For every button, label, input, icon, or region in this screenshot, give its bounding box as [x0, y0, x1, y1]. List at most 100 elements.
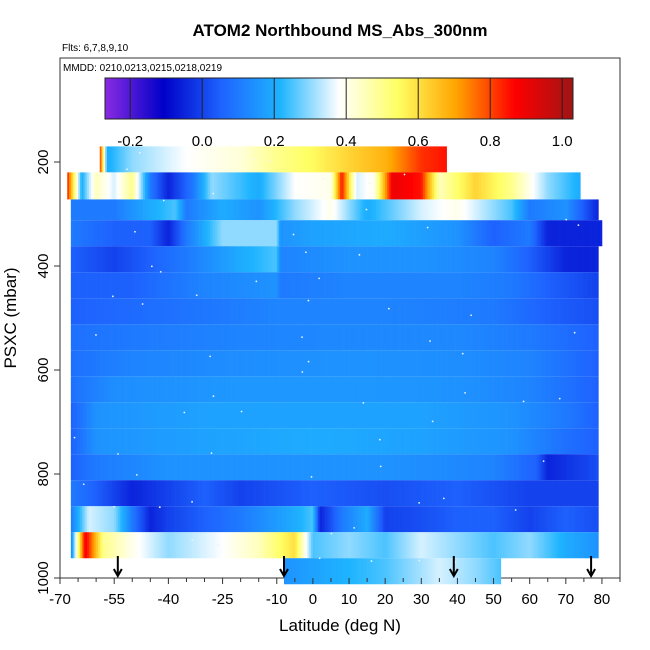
heatmap-cell — [94, 506, 97, 533]
heatmap-cell — [150, 428, 153, 455]
heatmap-cell — [482, 324, 485, 351]
heatmap-cell — [195, 172, 198, 200]
heatmap-cell — [87, 532, 90, 559]
heatmap-cell — [190, 402, 193, 429]
heatmap-cell — [329, 172, 332, 200]
heatmap-cell — [455, 480, 458, 507]
heatmap-cell — [433, 272, 437, 299]
heatmap-cell — [423, 324, 426, 351]
heatmap-cell — [345, 532, 348, 559]
heatmap-cell — [166, 402, 169, 429]
heatmap-cell — [428, 402, 431, 429]
heatmap-cell — [580, 324, 583, 351]
heatmap-cell — [405, 246, 408, 273]
heatmap-cell — [157, 506, 160, 533]
heatmap-cell — [274, 480, 278, 507]
heatmap-cell — [359, 350, 363, 377]
heatmap-cell — [215, 172, 218, 200]
heatmap-cell — [294, 246, 297, 273]
heatmap-cell — [172, 454, 175, 481]
heatmap-cell — [199, 298, 202, 325]
heatmap-cell — [103, 172, 106, 200]
heatmap-cell — [161, 172, 164, 200]
heatmap-cell — [484, 532, 487, 559]
heatmap-cell — [318, 558, 321, 585]
heatmap-cell — [452, 402, 455, 429]
heatmap-cell — [157, 350, 160, 377]
heatmap-cell — [459, 324, 462, 351]
heatmap-cell — [522, 246, 525, 273]
heatmap-cell — [188, 199, 191, 221]
heatmap-cell — [450, 272, 453, 299]
heatmap-cell — [428, 454, 431, 481]
heatmap-cell — [585, 532, 588, 559]
sample-dot — [117, 453, 119, 455]
heatmap-cell — [144, 146, 148, 173]
heatmap-cell — [406, 376, 409, 403]
heatmap-cell — [168, 480, 171, 507]
heatmap-cell — [423, 298, 426, 325]
heatmap-cell — [162, 454, 166, 481]
heatmap-cell — [433, 199, 437, 221]
heatmap-cell — [298, 199, 301, 221]
heatmap-cell — [83, 324, 86, 351]
heatmap-cell — [385, 246, 388, 273]
heatmap-cell — [88, 532, 92, 559]
heatmap-cell — [432, 376, 435, 403]
heatmap-cell — [330, 428, 334, 455]
heatmap-cell — [377, 376, 381, 403]
heatmap-cell — [347, 199, 350, 221]
heatmap-cell — [504, 298, 507, 325]
heatmap-cell — [114, 199, 117, 221]
heatmap-cell — [526, 246, 529, 273]
heatmap-cell — [495, 199, 498, 221]
heatmap-cell — [150, 146, 153, 173]
heatmap-cell — [235, 324, 238, 351]
heatmap-cell — [567, 324, 570, 351]
heatmap-cell — [576, 480, 579, 507]
heatmap-cell — [132, 272, 135, 299]
heatmap-cell — [347, 558, 350, 585]
heatmap-cell — [356, 272, 359, 299]
heatmap-cell — [385, 454, 388, 481]
heatmap-cell — [253, 402, 256, 429]
heatmap-cell — [480, 506, 484, 533]
heatmap-cell — [141, 272, 144, 299]
heatmap-cell — [341, 532, 344, 559]
heatmap-cell — [533, 272, 536, 299]
heatmap-cell — [569, 454, 572, 481]
heatmap-cell — [110, 272, 113, 299]
heatmap-cell — [334, 376, 337, 403]
heatmap-cell — [249, 480, 252, 507]
heatmap-cell — [258, 172, 261, 200]
heatmap-cell — [470, 402, 473, 429]
heatmap-cell — [273, 532, 276, 559]
heatmap-cell — [190, 146, 193, 173]
heatmap-cell — [508, 402, 511, 429]
heatmap-cell — [343, 454, 346, 481]
heatmap-cell — [446, 454, 449, 481]
heatmap-cell — [397, 298, 400, 325]
heatmap-cell — [244, 532, 247, 559]
heatmap-cell — [535, 272, 538, 299]
heatmap-cell — [74, 506, 77, 533]
heatmap-cell — [260, 480, 263, 507]
heatmap-cell — [495, 324, 498, 351]
heatmap-cell — [173, 298, 176, 325]
heatmap-cell — [423, 172, 426, 200]
heatmap-cell — [112, 199, 115, 221]
heatmap-cell — [358, 272, 361, 299]
heatmap-cell — [374, 376, 377, 403]
heatmap-cell — [224, 272, 227, 299]
heatmap-cell — [195, 324, 198, 351]
heatmap-cell — [471, 532, 475, 559]
heatmap-cell — [208, 298, 211, 325]
heatmap-cell — [405, 199, 408, 221]
heatmap-cell — [190, 376, 193, 403]
heatmap-cell — [513, 532, 516, 559]
heatmap-cell — [341, 172, 344, 200]
heatmap-cell — [246, 172, 249, 200]
heatmap-cell — [213, 324, 216, 351]
heatmap-cell — [365, 246, 368, 273]
heatmap-cell — [349, 402, 352, 429]
